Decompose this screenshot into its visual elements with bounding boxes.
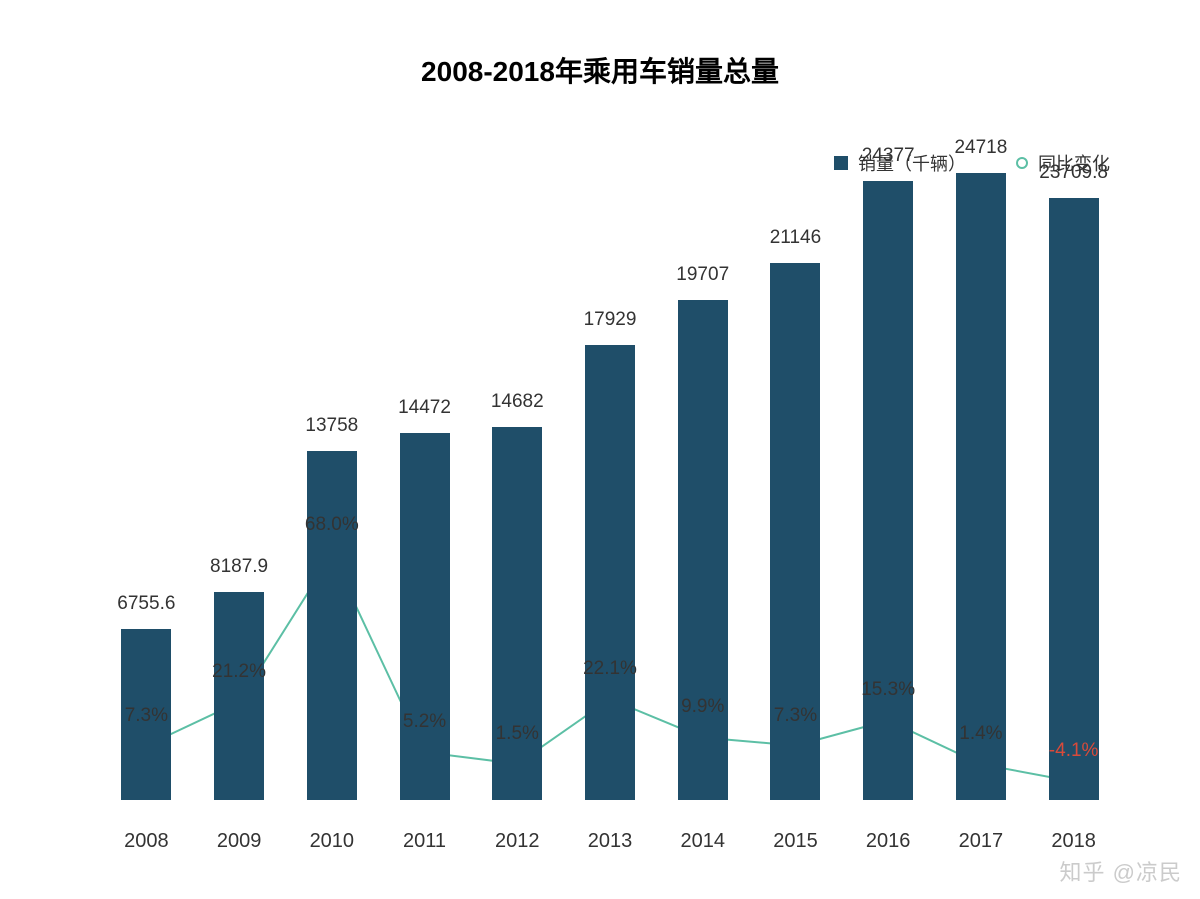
x-axis-label: 2010 (310, 830, 355, 853)
bar (307, 451, 357, 800)
x-axis-label: 2014 (680, 830, 725, 853)
bar (863, 181, 913, 800)
x-axis-label: 2008 (124, 830, 169, 853)
yoy-value-label: 5.2% (403, 711, 446, 733)
bar (400, 433, 450, 800)
yoy-value-label: 15.3% (861, 679, 915, 701)
yoy-value-label: 22.1% (583, 658, 637, 680)
x-axis-label: 2009 (217, 830, 262, 853)
x-axis-label: 2012 (495, 830, 540, 853)
yoy-value-label: 21.2% (212, 661, 266, 683)
x-axis-label: 2015 (773, 830, 818, 853)
yoy-value-label: 7.3% (125, 705, 168, 727)
bar (214, 592, 264, 800)
yoy-value-label: 7.3% (774, 705, 817, 727)
bar (678, 300, 728, 800)
plot-area: 6755.620088187.9200913758201014472201114… (100, 140, 1120, 800)
bar-value-label: 8187.9 (210, 556, 268, 578)
bar-value-label: 14472 (398, 397, 451, 419)
x-axis-label: 2011 (403, 830, 446, 853)
bar-value-label: 17929 (584, 309, 637, 331)
bar-value-label: 21146 (770, 227, 821, 249)
x-axis-label: 2016 (866, 830, 911, 853)
yoy-value-label: 9.9% (681, 696, 724, 718)
bar (956, 173, 1006, 800)
bar-value-label: 23709.8 (1039, 162, 1108, 184)
yoy-value-label: -4.1% (1049, 740, 1099, 762)
x-axis-label: 2013 (588, 830, 633, 853)
bar-value-label: 13758 (305, 415, 358, 437)
bar (585, 345, 635, 800)
yoy-value-label: 68.0% (305, 514, 359, 536)
chart-container: 2008-2018年乘用车销量总量 销量（千辆） 同比变化 6755.62008… (0, 0, 1200, 899)
chart-title: 2008-2018年乘用车销量总量 (0, 50, 1200, 90)
bar-value-label: 6755.6 (117, 593, 175, 615)
x-axis-label: 2018 (1051, 830, 1096, 853)
bar (1049, 198, 1099, 800)
yoy-value-label: 1.5% (496, 723, 539, 745)
x-axis-label: 2017 (959, 830, 1004, 853)
bar-value-label: 24718 (954, 137, 1007, 159)
yoy-value-label: 1.4% (959, 723, 1002, 745)
bar-value-label: 14682 (491, 391, 544, 413)
bar-value-label: 24377 (862, 145, 915, 167)
bar-value-label: 19707 (676, 264, 729, 286)
watermark: 知乎 @凉民 (1060, 855, 1182, 887)
